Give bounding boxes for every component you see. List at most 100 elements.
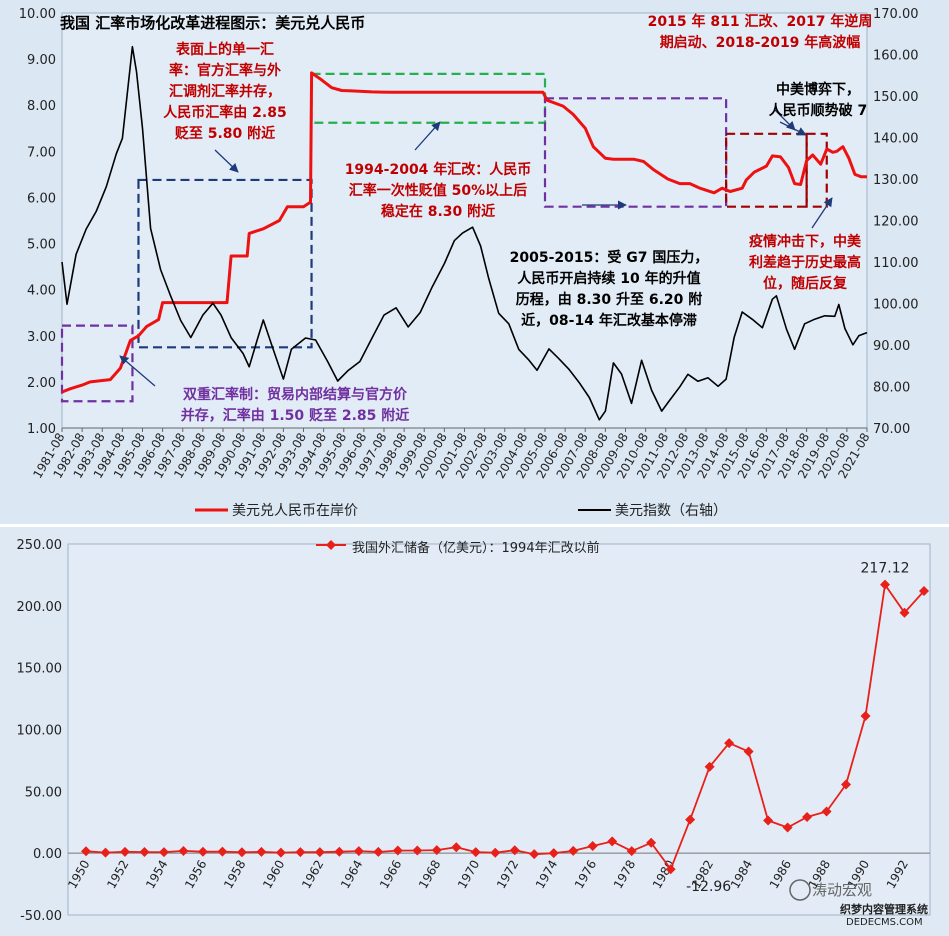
y-tick-label: 150.00 [17,662,63,677]
data-point [626,846,637,857]
y-right-tick-label: 120.00 [873,215,919,230]
data-point [451,842,462,853]
arrow-break-7 [779,121,807,136]
y-right-tick-label: 80.00 [873,381,910,396]
data-point [899,607,910,618]
y-tick-label: 0.00 [33,847,62,862]
data-point [295,847,306,858]
legend-dxy-label: 美元指数（右轴） [615,503,727,519]
data-point [217,846,228,857]
series-dxy-line [61,45,868,421]
data-point [100,847,111,858]
y-right-tick-label: 150.00 [873,90,919,105]
data-point [548,848,559,859]
y-right-tick-label: 90.00 [873,339,910,354]
box-2005-2015 [543,97,728,208]
wechat-watermark: 涛动宏观 [812,881,873,899]
arrow-dual-rate [119,355,156,387]
data-point [178,845,189,856]
data-point [880,579,891,590]
fx-reserves-chart-panel: -50.00 0.00 50.00 100.00 150.00 200.00 250.00 1… [0,527,949,936]
box-single-rate [137,178,313,349]
data-point [334,846,345,857]
data-point [412,845,423,856]
y-tick-label: -50.00 [20,909,62,924]
arrow-1994-reform [414,121,441,151]
exchange-rate-chart: 1.00 2.00 3.00 4.00 5.00 6.00 7.00 8.00 9.00 10.0… [19,7,919,512]
y-left-tick-label: 10.00 [19,7,56,22]
y-tick-label: 250.00 [17,538,63,553]
y-tick-label: 100.00 [17,724,63,739]
data-point [860,710,871,721]
data-point [158,847,169,858]
site-watermark: 织梦内容管理系统 [840,903,928,916]
data-point [139,847,150,858]
y-left-tick-label: 9.00 [27,53,56,68]
data-point [782,822,793,833]
y-tick-label: 200.00 [17,600,63,615]
y-tick-label: 50.00 [25,785,62,800]
y-right-tick-label: 110.00 [873,256,919,271]
wechat-icon [789,879,811,901]
annotation-dual-rate: 双重汇率制：贸易内部结算与官方价 并存，汇率由 1.50 贬至 2.85 附近 [180,387,410,424]
data-point [81,846,91,857]
data-label: -12.96 [686,879,731,895]
data-point [529,849,540,860]
legend-cny-label: 美元兑人民币在岸价 [232,503,358,519]
y-right-tick-label: 70.00 [873,422,910,437]
legend-reserves-label: 我国外汇储备（亿美元）：1994年汇改以前 [352,541,600,556]
legend-reserves-marker [326,540,336,550]
exchange-rate-chart-panel: 1.00 2.00 3.00 4.00 5.00 6.00 7.00 8.00 9.00 10.0… [0,0,949,524]
arrow-pandemic [811,197,833,229]
y-right-tick-label: 160.00 [873,49,919,64]
y-left-tick-label: 5.00 [27,238,56,253]
y-left-tick-label: 2.00 [27,376,56,391]
data-point [431,845,442,856]
y-right-tick-label: 170.00 [873,7,919,22]
y-left-tick-label: 3.00 [27,330,56,345]
data-point [587,840,598,851]
annotation-2015-reform: 2015 年 811 汇改、2017 年逆周 期启动、2018-2019 年高波… [647,14,873,51]
annotation-pandemic: 疫情冲击下，中美 利差趋于历史最高 位，随后反复 [749,234,861,292]
data-point [821,806,832,817]
chart-title: 我国 汇率市场化改革进程图示：美元兑人民币 [60,14,366,32]
data-point [568,845,579,856]
box-dual-rate [60,324,134,403]
data-point [236,847,247,858]
data-point [685,814,696,825]
annotation-single-rate: 表面上的单一汇 率：官方汇率与外 汇调剂汇率并存， 人民币汇率由 2.85 贬至… [163,42,287,142]
data-point [314,847,325,858]
data-point [353,846,364,857]
data-point [607,836,618,847]
data-point [509,845,520,856]
y-left-tick-label: 7.00 [27,145,56,160]
y-left-tick-label: 1.00 [27,422,56,437]
data-point [802,812,813,823]
annotation-break-7: 中美博弈下， 人民币顺势破 7 [768,82,868,119]
fx-reserves-chart: -50.000.0050.00100.00150.00200.00250.001… [17,538,931,924]
annotation-2005-2015: 2005-2015：受 G7 国压力， 人民币开启持续 10 年的升值 历程，由… [509,250,709,329]
data-point [470,847,481,858]
data-point [373,846,384,857]
box-2018-range [805,132,828,208]
data-point [392,845,403,856]
series-cny-line [61,71,867,394]
data-point [197,846,208,857]
y-right-tick-label: 130.00 [873,173,919,188]
site-url-watermark: DEDECMS.COM [846,917,923,928]
data-point [724,738,735,749]
annotation-1994-reform: 1994-2004 年汇改：人民币 汇率一次性贬值 50%以上后 稳定在 8.3… [344,162,532,220]
data-point [119,846,130,857]
data-point [665,864,676,875]
data-point [275,847,286,858]
data-point [919,586,929,597]
data-label: 217.12 [861,561,910,577]
data-point [490,847,501,858]
data-point [763,815,774,826]
y-right-tick-label: 140.00 [873,132,919,147]
data-point [646,837,657,848]
arrow-single-rate [214,149,239,173]
data-point [704,761,715,772]
arrow-2015-reform [774,109,796,131]
y-left-tick-label: 4.00 [27,284,56,299]
